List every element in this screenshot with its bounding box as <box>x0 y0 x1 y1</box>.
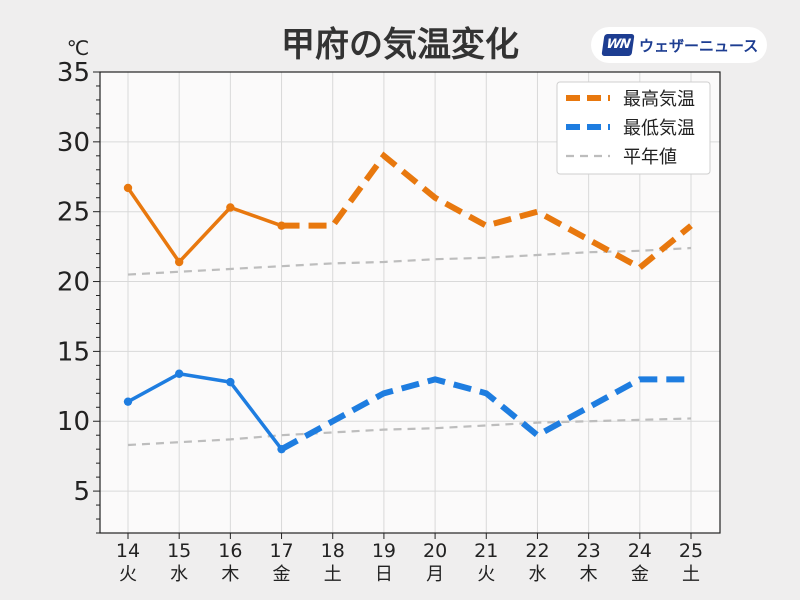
x-tick-day: 16 <box>218 540 242 562</box>
data-point-min <box>277 444 286 454</box>
data-point-max <box>226 203 235 212</box>
y-tick-label: 20 <box>57 268 90 298</box>
x-tick-weekday: 火 <box>477 564 495 585</box>
normal-line-min <box>127 417 692 447</box>
x-tick-weekday: 水 <box>170 564 188 585</box>
x-tick-weekday: 月 <box>426 564 444 585</box>
x-tick-day: 23 <box>577 540 601 562</box>
data-point-max <box>277 221 286 230</box>
normal-line-max <box>127 246 692 276</box>
y-tick-label: 25 <box>57 198 90 228</box>
data-point-min <box>123 397 133 406</box>
legend-label: 最高気温 <box>623 89 695 110</box>
data-point-max <box>174 257 184 267</box>
brand-name: ウェザーニュース <box>639 36 759 55</box>
x-tick-day: 21 <box>474 540 498 562</box>
x-tick-day: 20 <box>423 540 447 562</box>
y-tick-label: 15 <box>57 337 90 367</box>
x-tick-day: 14 <box>116 540 140 562</box>
x-tick-weekday: 木 <box>221 564 239 585</box>
x-tick-day: 19 <box>372 540 396 562</box>
series-observed-min <box>127 371 283 451</box>
chart-title: 甲府の気温変化 <box>281 25 519 65</box>
x-tick-day: 18 <box>321 540 345 562</box>
brand-logo: WN ウェザーニュース <box>591 27 767 63</box>
normal-lines <box>127 246 692 447</box>
x-tick-weekday: 火 <box>119 564 137 585</box>
x-tick-day: 17 <box>269 540 293 562</box>
series-forecast-max <box>281 151 693 272</box>
x-tick-weekday: 日 <box>375 564 393 585</box>
x-tick-day: 15 <box>167 540 191 562</box>
y-tick-label: 35 <box>57 58 90 88</box>
x-tick-day: 24 <box>628 540 652 562</box>
x-tick-day: 22 <box>525 540 549 562</box>
x-tick-weekday: 土 <box>324 564 342 585</box>
series-lines <box>123 151 693 454</box>
legend-label: 最低気温 <box>623 118 695 139</box>
x-tick-weekday: 金 <box>631 564 649 585</box>
x-tick-weekday: 木 <box>580 564 598 585</box>
x-tick-weekday: 水 <box>528 564 546 585</box>
data-point-min <box>174 369 184 378</box>
plot-frame <box>99 71 721 534</box>
legend-box <box>556 81 711 175</box>
x-tick-weekday: 土 <box>682 564 700 585</box>
brand-mark: WN <box>601 34 635 56</box>
data-point-min <box>226 377 235 387</box>
axes <box>93 71 721 539</box>
series-observed-max <box>126 186 283 264</box>
legend-label: 平年値 <box>623 147 677 168</box>
data-point-max <box>123 183 133 193</box>
y-tick-label: 5 <box>73 477 90 507</box>
x-tick-weekday: 金 <box>273 564 291 585</box>
x-tick-day: 25 <box>679 540 703 562</box>
y-axis-unit: ℃ <box>67 36 89 60</box>
series-forecast-min <box>280 376 691 452</box>
y-tick-label: 30 <box>57 128 90 158</box>
y-tick-label: 10 <box>57 407 90 437</box>
y-tick-labels: 5 10 15 20 25 30 35 <box>57 58 90 507</box>
